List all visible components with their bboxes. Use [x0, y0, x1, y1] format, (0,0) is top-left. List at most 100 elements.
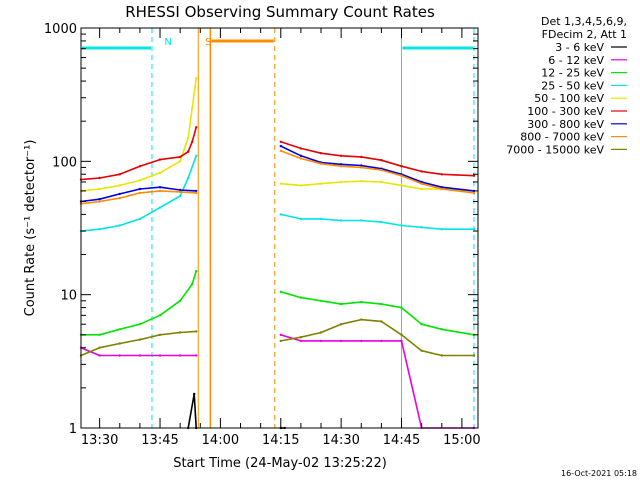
series-point-6-2	[118, 192, 122, 196]
series-point-8-6	[195, 330, 198, 333]
series-point-0-1	[193, 392, 196, 396]
series-point-7-2	[118, 196, 122, 200]
series-line-5-part-1	[280, 141, 475, 177]
legend-label-0: 3 - 6 keV	[555, 41, 604, 54]
series-point-1-8	[299, 339, 303, 343]
series-point-4-10	[299, 184, 303, 187]
series-point-7-4	[158, 189, 162, 193]
series-point-2-2	[118, 328, 122, 331]
x-axis: 13:30 13:45 14:00 14:15 14:30 14:45 15:00	[81, 28, 481, 448]
series-point-8-11	[360, 318, 363, 321]
series-point-2-1	[98, 333, 101, 336]
series-point-2-11	[339, 302, 343, 306]
series-point-2-10	[319, 299, 323, 302]
x-axis-label: Start Time (24-May-02 13:25:22)	[173, 456, 387, 471]
series-point-3-14	[400, 224, 403, 227]
series-point-5-13	[360, 155, 363, 159]
series-point-1-2	[118, 354, 122, 357]
series-point-5-14	[380, 159, 383, 162]
series-point-7-11	[360, 166, 363, 169]
x-tick-label-2: 14:00	[202, 433, 239, 448]
series-point-3-9	[299, 217, 303, 221]
series-line-8-part-1	[280, 318, 474, 357]
series-point-2-12	[360, 300, 363, 304]
series-point-5-1	[98, 176, 101, 180]
series-point-3-16	[440, 228, 443, 231]
series-point-2-8	[279, 290, 282, 293]
series-point-4-4	[158, 171, 162, 174]
series-point-2-5	[178, 299, 182, 302]
series-point-3-7	[195, 154, 198, 157]
series-line-2-part-1	[280, 291, 475, 336]
series-point-8-2	[118, 342, 122, 345]
series-point-1-1	[98, 354, 101, 357]
series-point-3-5	[178, 194, 182, 198]
series-point-1-4	[158, 354, 162, 357]
x-tick-label-6: 15:00	[443, 433, 480, 448]
series-point-8-3	[138, 338, 142, 341]
annotation-s: S	[205, 37, 211, 48]
series-point-7-7	[279, 149, 282, 152]
series-point-5-5	[178, 155, 182, 159]
series-layer	[79, 77, 476, 430]
series-point-6-14	[420, 180, 423, 184]
series-point-3-3	[138, 217, 142, 221]
series-line-2-part-0	[81, 270, 197, 336]
series-point-8-16	[472, 354, 476, 357]
series-point-5-4	[158, 158, 162, 161]
series-point-8-7	[279, 339, 282, 343]
series-point-1-7	[279, 333, 282, 336]
series-point-2-14	[400, 306, 403, 309]
series-point-3-12	[360, 219, 363, 222]
series-point-3-6	[187, 176, 190, 180]
series-point-5-10	[299, 147, 303, 150]
series-point-4-6	[187, 136, 190, 140]
series-point-7-8	[299, 157, 303, 160]
series-point-6-8	[299, 154, 303, 157]
series-point-1-12	[380, 339, 383, 343]
series-point-2-3	[138, 323, 142, 326]
series-point-1-11	[360, 339, 363, 343]
series-point-5-18	[472, 174, 476, 177]
series-point-1-3	[138, 354, 142, 357]
y-axis: 1 10 100 1000	[44, 22, 478, 437]
series-point-7-1	[98, 200, 101, 203]
series-point-6-7	[279, 144, 282, 148]
series-point-8-10	[339, 323, 343, 326]
series-point-7-16	[472, 191, 476, 195]
y-tick-label-3: 1000	[44, 22, 77, 37]
y-tick-label-0: 1	[69, 422, 77, 437]
footer-timestamp: 16-Oct-2021 05:18	[561, 469, 637, 478]
series-point-2-7	[195, 270, 198, 273]
series-point-3-11	[339, 219, 343, 222]
series-point-1-10	[339, 339, 343, 343]
plot-area	[79, 28, 476, 430]
series-point-1-13	[400, 339, 403, 343]
legend-label-1: 6 - 12 keV	[548, 54, 604, 67]
y-tick-label-2: 100	[52, 155, 77, 170]
series-point-3-13	[380, 220, 383, 224]
legend: Det 1,3,4,5,6,9,FDecim 2, Att 13 - 6 keV…	[506, 15, 627, 156]
series-point-8-5	[178, 331, 182, 334]
x-tick-label-3: 14:15	[262, 433, 299, 448]
x-tick-label-4: 14:30	[322, 433, 359, 448]
chart-title: RHESSI Observing Summary Count Rates	[125, 3, 435, 21]
y-axis-label: Count Rate (s⁻¹ detector⁻¹)	[23, 140, 38, 317]
series-point-6-3	[138, 187, 142, 191]
series-point-1-9	[319, 339, 323, 343]
series-point-6-11	[360, 164, 363, 167]
series-point-4-16	[420, 187, 423, 191]
series-point-4-2	[118, 184, 122, 187]
series-point-2-9	[299, 296, 303, 299]
plot-frame	[80, 27, 479, 429]
y-tick-label-1: 10	[60, 289, 77, 304]
series-line-4-part-1	[280, 180, 475, 192]
legend-label-4: 50 - 100 keV	[534, 92, 604, 105]
legend-label-7: 800 - 7000 keV	[520, 131, 604, 144]
series-point-8-14	[420, 349, 423, 352]
series-point-5-7	[191, 140, 194, 143]
series-point-8-1	[98, 346, 101, 349]
series-point-4-9	[279, 182, 282, 185]
series-point-6-1	[98, 198, 101, 201]
